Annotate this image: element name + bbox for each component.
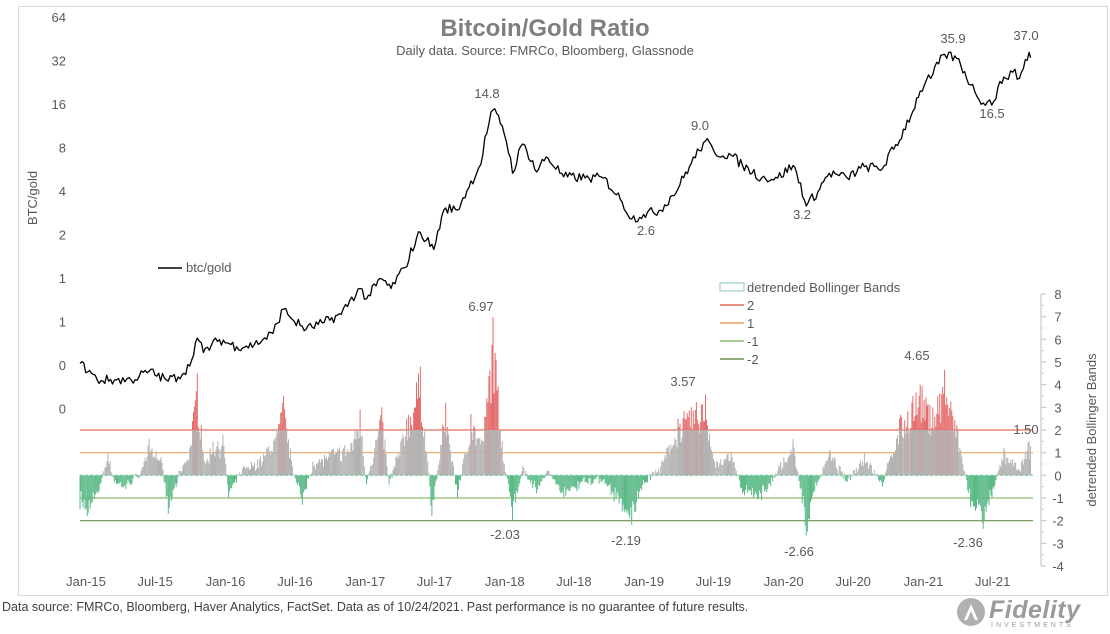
y-tick-label: 6 <box>1054 332 1061 347</box>
left-y-axis: 64 32 16 8 4 2 1 1 0 0 <box>52 10 66 417</box>
data-label: 2.6 <box>637 223 655 238</box>
x-tick-label: Jul-17 <box>417 574 452 589</box>
bollinger-area <box>79 317 1033 536</box>
x-tick-label: Jul-15 <box>137 574 172 589</box>
data-label: 4.65 <box>904 348 929 363</box>
chart-title: Bitcoin/Gold Ratio <box>440 15 649 42</box>
y-axis-label-right: detrended Bollinger Bands <box>1084 353 1099 507</box>
y-tick-label: -1 <box>1052 491 1064 506</box>
y-tick-label: 0 <box>59 402 66 417</box>
x-axis: Jan-15 Jul-15 Jan-16 Jul-16 Jan-17 Jul-17 Jan-… <box>66 574 1010 589</box>
logo-wordmark: Fidelity <box>989 596 1081 624</box>
bitcoin-gold-ratio-chart: Bitcoin/Gold Ratio Daily data. Source: F… <box>25 10 1099 589</box>
legend-bollinger: detrended Bollinger Bands 2 1 -1 -2 <box>719 280 901 367</box>
data-label: 6.97 <box>468 299 493 314</box>
data-label: -2.66 <box>784 544 814 559</box>
y-tick-label: 8 <box>1054 287 1061 302</box>
data-label: -2.36 <box>953 535 983 550</box>
y-tick-label: 2 <box>1054 423 1061 438</box>
y-tick-label: 8 <box>59 141 66 156</box>
data-label: -2.19 <box>611 533 641 548</box>
legend-label: -1 <box>747 334 759 349</box>
y-tick-label: 1 <box>59 271 66 286</box>
legend-swatch <box>719 282 745 292</box>
data-label: 14.8 <box>474 86 499 101</box>
chart-subtitle: Daily data. Source: FMRCo, Bloomberg, Gl… <box>396 43 694 58</box>
data-label: 3.57 <box>670 374 695 389</box>
legend-label: btc/gold <box>186 260 232 275</box>
y-tick-label: -2 <box>1052 514 1064 529</box>
x-tick-label: Jan-20 <box>764 574 804 589</box>
x-tick-label: Jul-20 <box>836 574 871 589</box>
chart-frame <box>18 6 1108 596</box>
x-tick-label: Jul-21 <box>975 574 1010 589</box>
data-label: 35.9 <box>940 31 965 46</box>
data-label: 37.0 <box>1013 28 1038 43</box>
y-tick-label: 4 <box>1054 378 1061 393</box>
y-tick-label: 16 <box>52 97 66 112</box>
x-tick-label: Jan-19 <box>624 574 664 589</box>
y-tick-label: 1 <box>1054 446 1061 461</box>
x-tick-label: Jan-21 <box>904 574 944 589</box>
data-label: -2.03 <box>490 527 520 542</box>
y-tick-label: 7 <box>1054 310 1061 325</box>
btc-gold-series-line <box>79 51 1032 385</box>
ratio-line <box>79 51 1032 385</box>
legend-btc-gold: btc/gold <box>158 260 232 275</box>
y-tick-label: -4 <box>1052 559 1064 574</box>
data-label: 16.5 <box>979 106 1004 121</box>
legend-label: 1 <box>747 316 754 331</box>
legend-label: detrended Bollinger Bands <box>747 280 901 295</box>
y-axis-label-left: BTC/gold <box>25 171 40 225</box>
y-tick-label: 2 <box>59 228 66 243</box>
y-tick-label: 5 <box>1054 355 1061 370</box>
data-label: 1.50 <box>1013 422 1038 437</box>
y-tick-label: 0 <box>59 358 66 373</box>
legend-label: -2 <box>747 352 759 367</box>
footnote: Data source: FMRCo, Bloomberg, Haver Ana… <box>2 600 749 614</box>
annotations: 14.8 2.6 9.0 3.2 35.9 16.5 37.0 6.97 3.57 4.65 1.5… <box>468 28 1038 559</box>
x-tick-label: Jan-16 <box>206 574 246 589</box>
y-tick-label: -3 <box>1052 536 1064 551</box>
y-tick-label: 0 <box>1054 468 1061 483</box>
y-tick-label: 32 <box>52 54 66 69</box>
x-tick-label: Jan-18 <box>485 574 525 589</box>
right-y-axis: 8 7 6 5 4 3 2 1 0 -1 -2 -3 -4 <box>1040 287 1064 574</box>
fidelity-logo: Fidelity INVESTMENTS <box>955 596 1105 632</box>
y-tick-label: 3 <box>1054 400 1061 415</box>
y-tick-label: 1 <box>59 315 66 330</box>
pyramid-icon <box>957 598 985 626</box>
x-tick-label: Jul-19 <box>696 574 731 589</box>
x-tick-label: Jul-18 <box>556 574 591 589</box>
y-tick-label: 4 <box>59 184 66 199</box>
data-label: 3.2 <box>793 207 811 222</box>
logo-subtitle: INVESTMENTS <box>991 622 1074 629</box>
x-tick-label: Jul-16 <box>277 574 312 589</box>
reference-lines <box>80 429 1033 522</box>
x-tick-label: Jan-17 <box>345 574 385 589</box>
legend-label: 2 <box>747 298 754 313</box>
x-tick-label: Jan-15 <box>66 574 106 589</box>
y-tick-label: 64 <box>52 10 66 25</box>
data-label: 9.0 <box>691 118 709 133</box>
